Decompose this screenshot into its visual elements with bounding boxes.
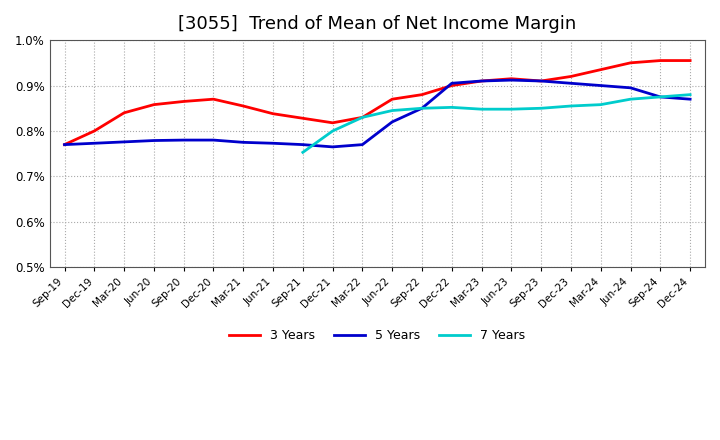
5 Years: [358, 142, 366, 147]
5 Years: [418, 106, 426, 111]
3 Years: [685, 58, 694, 63]
5 Years: [447, 81, 456, 86]
3 Years: [239, 103, 248, 109]
5 Years: [60, 142, 69, 147]
5 Years: [567, 81, 575, 86]
5 Years: [388, 119, 397, 125]
5 Years: [537, 78, 546, 84]
3 Years: [328, 120, 337, 125]
3 Years: [179, 99, 188, 104]
5 Years: [269, 141, 277, 146]
Line: 3 Years: 3 Years: [65, 61, 690, 145]
3 Years: [596, 67, 605, 72]
3 Years: [209, 96, 217, 102]
7 Years: [477, 106, 486, 112]
5 Years: [477, 78, 486, 84]
3 Years: [418, 92, 426, 97]
5 Years: [328, 144, 337, 150]
3 Years: [120, 110, 128, 115]
3 Years: [656, 58, 665, 63]
3 Years: [447, 83, 456, 88]
3 Years: [567, 74, 575, 79]
Legend: 3 Years, 5 Years, 7 Years: 3 Years, 5 Years, 7 Years: [224, 324, 531, 348]
7 Years: [447, 105, 456, 110]
7 Years: [567, 103, 575, 109]
3 Years: [90, 128, 99, 134]
3 Years: [477, 78, 486, 84]
Title: [3055]  Trend of Mean of Net Income Margin: [3055] Trend of Mean of Net Income Margi…: [178, 15, 577, 33]
5 Years: [685, 96, 694, 102]
5 Years: [507, 77, 516, 83]
7 Years: [596, 102, 605, 107]
5 Years: [239, 140, 248, 145]
5 Years: [209, 137, 217, 143]
5 Years: [299, 142, 307, 147]
5 Years: [626, 85, 635, 91]
7 Years: [626, 96, 635, 102]
3 Years: [388, 96, 397, 102]
3 Years: [358, 115, 366, 120]
5 Years: [179, 137, 188, 143]
7 Years: [418, 106, 426, 111]
5 Years: [596, 83, 605, 88]
7 Years: [656, 94, 665, 99]
3 Years: [626, 60, 635, 66]
3 Years: [269, 111, 277, 116]
3 Years: [507, 76, 516, 81]
7 Years: [507, 106, 516, 112]
3 Years: [60, 142, 69, 147]
3 Years: [537, 78, 546, 84]
5 Years: [656, 94, 665, 99]
3 Years: [150, 102, 158, 107]
7 Years: [537, 106, 546, 111]
7 Years: [299, 150, 307, 155]
7 Years: [358, 115, 366, 120]
3 Years: [299, 116, 307, 121]
Line: 7 Years: 7 Years: [303, 95, 690, 152]
7 Years: [388, 108, 397, 113]
5 Years: [90, 141, 99, 146]
5 Years: [120, 139, 128, 144]
5 Years: [150, 138, 158, 143]
7 Years: [685, 92, 694, 97]
7 Years: [328, 128, 337, 134]
Line: 5 Years: 5 Years: [65, 80, 690, 147]
